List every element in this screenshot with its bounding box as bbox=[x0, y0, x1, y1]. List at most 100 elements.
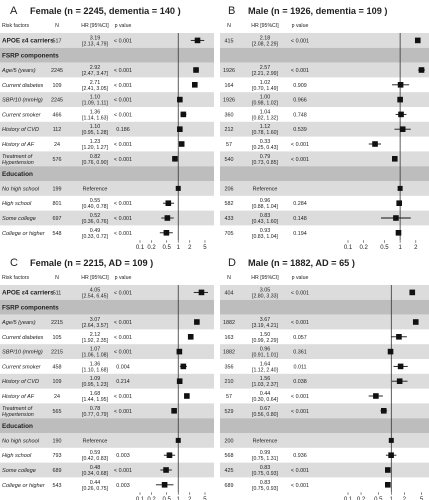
row-ci: [1.06, 1.08] bbox=[82, 353, 109, 359]
row-p: < 0.001 bbox=[114, 350, 132, 356]
point-estimate bbox=[178, 141, 185, 147]
row-n: 57 bbox=[226, 394, 232, 400]
x-tick-label: 0.2 bbox=[147, 245, 156, 251]
point-estimate bbox=[384, 467, 391, 473]
row-n: 163 bbox=[225, 335, 234, 341]
row-n: 212 bbox=[225, 127, 234, 133]
header-hr: HR [95%CI] bbox=[251, 275, 279, 281]
row-p: < 0.001 bbox=[114, 394, 132, 400]
header-hr: HR [95%CI] bbox=[251, 23, 279, 29]
row-n: 689 bbox=[53, 468, 62, 474]
row-ci: [0.75, 0.93] bbox=[252, 471, 279, 477]
row-ci: [0.95, 1.28] bbox=[82, 130, 109, 136]
row-p: < 0.001 bbox=[114, 335, 132, 341]
row-n: 511 bbox=[53, 290, 62, 296]
row-band bbox=[0, 210, 214, 226]
row-ci: [0.78, 1.60] bbox=[252, 130, 279, 136]
point-estimate bbox=[161, 482, 168, 488]
row-label: Current smoker bbox=[2, 112, 42, 118]
row-label: SBP/10 (mmHg) bbox=[2, 350, 43, 356]
point-estimate bbox=[177, 96, 183, 103]
row-band bbox=[0, 373, 214, 389]
x-tick-label: 5 bbox=[203, 245, 207, 251]
row-n: 415 bbox=[225, 38, 234, 44]
point-estimate bbox=[171, 408, 177, 414]
row-p: 0.194 bbox=[293, 231, 307, 237]
row-label: History of AF bbox=[2, 142, 35, 148]
point-estimate bbox=[388, 452, 394, 458]
row-label: APOE ε4 carriers bbox=[2, 37, 54, 44]
row-hr: 3.05 bbox=[260, 287, 271, 293]
row-p: < 0.001 bbox=[114, 290, 132, 296]
panel-title: Male (n = 1882, AD = 65 ) bbox=[248, 258, 355, 268]
section-label: Education bbox=[2, 171, 33, 178]
row-n: 1926 bbox=[223, 68, 235, 74]
row-ci: [0.95, 1.23] bbox=[82, 382, 109, 388]
row-n: 543 bbox=[53, 483, 62, 489]
row-p: < 0.001 bbox=[291, 142, 309, 148]
row-p: < 0.001 bbox=[114, 320, 132, 326]
row-ci: [0.30, 0.64] bbox=[252, 397, 279, 403]
row-reference: Reference bbox=[83, 438, 108, 444]
row-hr: 0.93 bbox=[260, 228, 271, 234]
row-label: History of CVD bbox=[2, 127, 39, 133]
row-ci: [1.14, 1.63] bbox=[82, 115, 109, 121]
row-p: 0.186 bbox=[116, 127, 130, 133]
point-estimate bbox=[396, 378, 403, 384]
header-n: N bbox=[227, 23, 231, 29]
point-estimate bbox=[198, 289, 205, 296]
point-estimate bbox=[193, 67, 199, 73]
row-hr: 0.78 bbox=[90, 406, 101, 412]
x-tick-label: 5 bbox=[420, 497, 424, 500]
point-estimate bbox=[391, 156, 398, 162]
point-estimate bbox=[373, 393, 379, 399]
point-estimate bbox=[176, 378, 183, 384]
row-n: 190 bbox=[53, 438, 62, 444]
point-estimate bbox=[384, 482, 391, 488]
row-band bbox=[220, 121, 429, 137]
row-n: 517 bbox=[53, 38, 62, 44]
section-band bbox=[220, 299, 429, 315]
row-ci: [0.75, 0.93] bbox=[252, 486, 279, 492]
point-estimate bbox=[175, 437, 181, 443]
row-n: 568 bbox=[225, 453, 234, 459]
row-ci: [0.42, 0.83] bbox=[82, 456, 109, 462]
row-ci: [2.47, 3.47] bbox=[82, 71, 109, 77]
panel-d: D Male (n = 1882, AD = 65 ) N HR [95%CI] p v… bbox=[220, 257, 429, 500]
row-reference: Reference bbox=[253, 438, 278, 444]
header-p: p value bbox=[292, 23, 309, 29]
point-estimate bbox=[163, 230, 170, 236]
row-hr: 1.64 bbox=[260, 361, 271, 367]
header-p: p value bbox=[115, 23, 132, 29]
row-n: 199 bbox=[53, 186, 62, 192]
x-tick-label: 0.2 bbox=[357, 497, 366, 500]
row-hr: 0.79 bbox=[260, 154, 271, 160]
row-ci: [1.10, 1.68] bbox=[82, 367, 109, 373]
row-band bbox=[220, 62, 429, 78]
section-band bbox=[0, 299, 214, 315]
row-n: 360 bbox=[225, 112, 234, 118]
row-hr: 0.44 bbox=[260, 391, 271, 397]
point-estimate bbox=[175, 185, 181, 191]
row-hr: 1.02 bbox=[260, 80, 271, 86]
row-ci: [2.08, 2.29] bbox=[252, 41, 279, 47]
row-n: 548 bbox=[53, 231, 62, 237]
point-estimate bbox=[418, 67, 425, 73]
row-n: 697 bbox=[53, 216, 62, 222]
row-label: Age/5 (years) bbox=[1, 320, 36, 326]
row-p: 0.748 bbox=[293, 112, 307, 118]
row-p: 0.966 bbox=[293, 98, 307, 104]
point-estimate bbox=[194, 319, 200, 325]
row-n: 1926 bbox=[223, 98, 235, 104]
row-ci: [0.56, 0.80] bbox=[252, 412, 279, 418]
point-estimate bbox=[172, 156, 178, 162]
row-p: 0.214 bbox=[116, 379, 130, 385]
row-band bbox=[220, 373, 429, 389]
x-tick-label: 0.1 bbox=[344, 245, 353, 251]
point-estimate bbox=[177, 126, 183, 132]
row-hr: 0.49 bbox=[90, 228, 101, 234]
row-ci: [0.99, 2.29] bbox=[252, 338, 279, 344]
row-n: 109 bbox=[53, 83, 62, 89]
header-factors: Risk factors bbox=[2, 275, 30, 281]
point-estimate bbox=[163, 467, 169, 473]
